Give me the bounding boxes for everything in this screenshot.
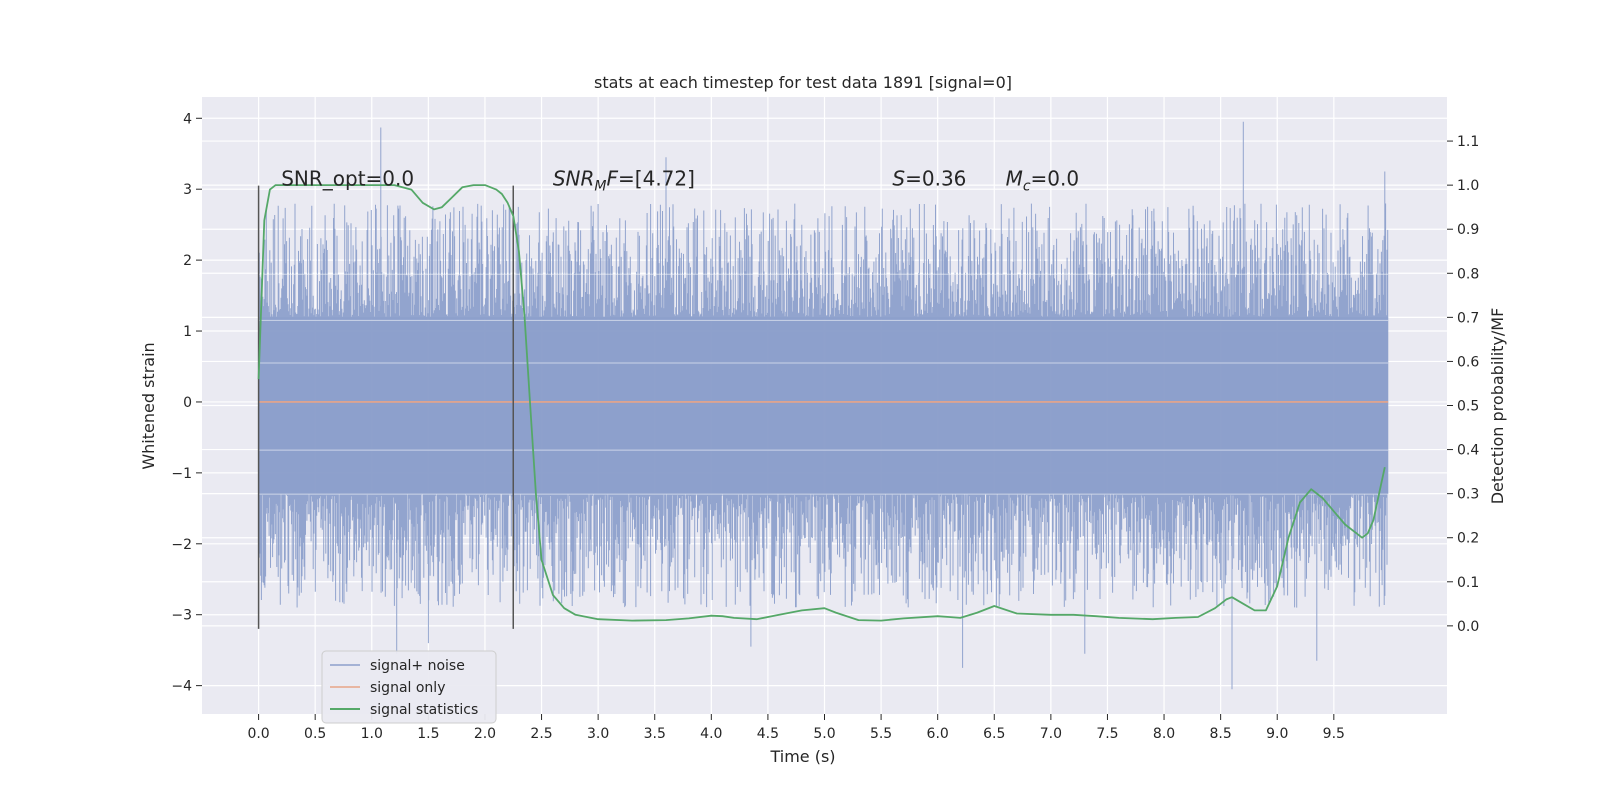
legend-label: signal statistics	[370, 702, 478, 718]
legend-box	[321, 650, 497, 724]
y-tick-label: −3	[171, 608, 192, 624]
y2-tick-label: 1.0	[1457, 178, 1479, 194]
y-tick-label: 0	[183, 395, 192, 411]
legend: signal+ noise signal only signal statistic…	[321, 650, 497, 724]
y-tick-label: 4	[183, 111, 192, 127]
x-tick-label: 6.0	[927, 726, 949, 742]
x-tick-label: 6.5	[983, 726, 1005, 742]
series-signal-noise	[258, 121, 1389, 690]
annotation-segment: M	[1006, 167, 1023, 191]
annotation-segment: S	[892, 167, 905, 191]
x-tick-label: 7.0	[1040, 726, 1062, 742]
annotation-text: SNRMF=[4.72]	[553, 167, 695, 195]
x-tick-label: 1.0	[361, 726, 383, 742]
x-tick-label: 5.5	[870, 726, 892, 742]
y2-tick-label: 0.1	[1457, 575, 1479, 591]
legend-label: signal only	[370, 680, 445, 696]
annotation-segment: =0.36	[905, 167, 966, 191]
x-tick-label: 2.0	[474, 726, 496, 742]
y-tick-label: −4	[171, 679, 192, 695]
y-tick-label: 2	[183, 253, 192, 269]
annotation-segment: =0.0	[1031, 167, 1080, 191]
annotations: SNR_opt=0.0 SNRMF=[4.72] S=0.36 Mc=0.0	[281, 167, 1079, 195]
y-tick-label: 1	[183, 324, 192, 340]
x-tick-label: 0.0	[247, 726, 269, 742]
x-tick-label: 4.5	[757, 726, 779, 742]
x-axis-title: Time (s)	[769, 747, 835, 766]
y-tick-label: 3	[183, 182, 192, 198]
y2-tick-label: 0.4	[1457, 443, 1479, 459]
y2-tick-label: 0.0	[1457, 619, 1479, 635]
y-tick-label: −2	[171, 537, 192, 553]
x-tick-label: 3.0	[587, 726, 609, 742]
annotation-segment: SNR	[553, 167, 595, 191]
annotation-segment: =[4.72]	[618, 167, 695, 191]
x-tick-label: 9.5	[1323, 726, 1345, 742]
y2-tick-label: 0.6	[1457, 354, 1479, 370]
y2-tick-label: 0.7	[1457, 310, 1479, 326]
y2-tick-label: 0.9	[1457, 222, 1479, 238]
annotation-segment: M	[594, 179, 606, 195]
x-tick-label: 4.0	[700, 726, 722, 742]
series-lines	[257, 184, 1389, 629]
x-axis: 0.0 0.5 1.0 1.5 2.0 2.5 3.0 3.5 4.0 4.5 5.0 5.5 6.0 6…	[247, 714, 1345, 742]
y2-tick-label: 0.5	[1457, 399, 1479, 415]
x-tick-label: 1.5	[417, 726, 439, 742]
x-tick-label: 8.5	[1210, 726, 1232, 742]
x-tick-label: 5.0	[813, 726, 835, 742]
left-axis: 4 3 2 1 0 −1 −2 −3 −4	[171, 111, 202, 695]
annotation-segment: SNR_opt=0.0	[281, 167, 414, 191]
annotation-segment: c	[1023, 179, 1031, 195]
annotation-segment: F	[607, 167, 619, 191]
series-signal-statistics	[257, 184, 1386, 622]
x-tick-label: 2.5	[530, 726, 552, 742]
x-tick-label: 7.5	[1096, 726, 1118, 742]
y2-tick-label: 0.8	[1457, 266, 1479, 282]
x-tick-label: 8.0	[1153, 726, 1175, 742]
x-tick-label: 0.5	[304, 726, 326, 742]
annotation-text: SNR_opt=0.0	[281, 167, 414, 191]
y-tick-label: −1	[171, 466, 192, 482]
right-axis: 1.1 1.0 0.9 0.8 0.7 0.6 0.5 0.4 0.3 0.2 0.1 0.0	[1447, 134, 1479, 635]
x-tick-label: 3.5	[644, 726, 666, 742]
y2-tick-label: 0.2	[1457, 531, 1479, 547]
y2-axis-title: Detection probability/MF	[1488, 308, 1507, 505]
y2-tick-label: 1.1	[1457, 134, 1479, 150]
y-axis-title: Whitened strain	[139, 342, 158, 469]
x-tick-label: 9.0	[1266, 726, 1288, 742]
chart-title: stats at each timestep for test data 189…	[594, 73, 1012, 92]
y2-tick-label: 0.3	[1457, 487, 1479, 503]
annotation-text: S=0.36	[892, 167, 966, 191]
annotation-text: Mc=0.0	[1006, 167, 1080, 195]
legend-label: signal+ noise	[370, 658, 465, 674]
